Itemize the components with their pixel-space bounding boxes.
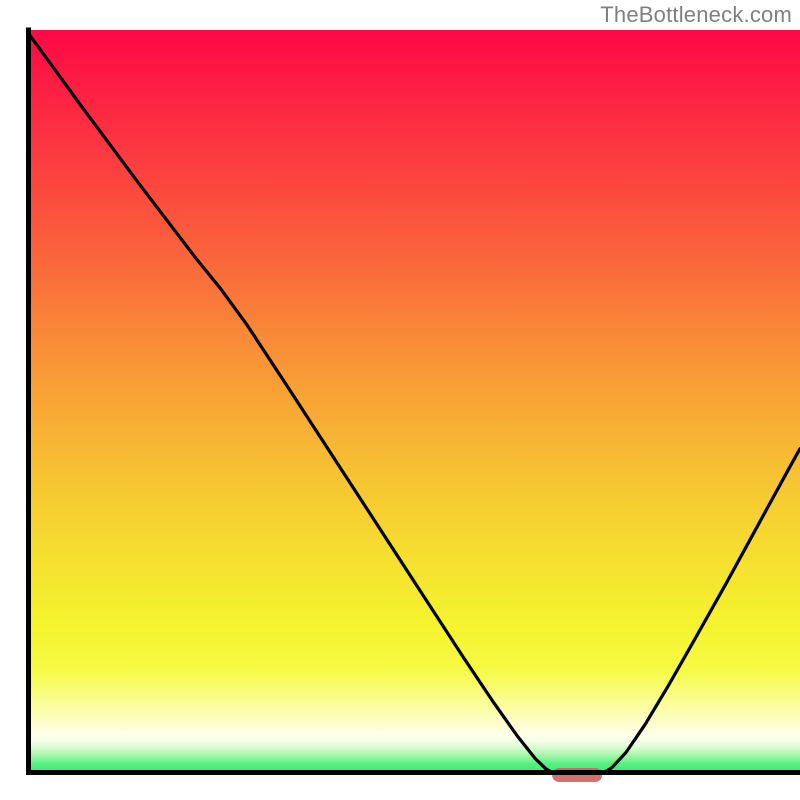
plot-gradient-bg <box>26 30 800 775</box>
bottleneck-curve-chart <box>0 0 800 800</box>
watermark-label: TheBottleneck.com <box>600 2 792 28</box>
chart-container: TheBottleneck.com <box>0 0 800 800</box>
